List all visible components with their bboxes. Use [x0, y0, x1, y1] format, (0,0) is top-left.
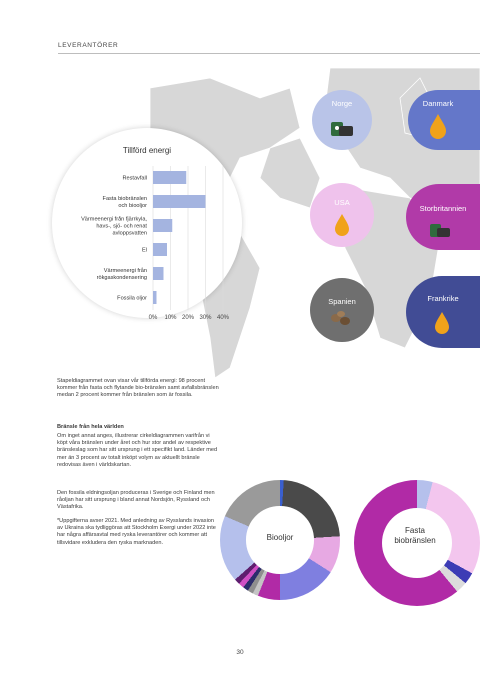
solid-biofuel-label-line-1: Fasta: [404, 526, 425, 535]
country-label: Spanien: [328, 297, 356, 306]
bar: [153, 195, 206, 208]
bar: [153, 267, 164, 280]
country-usa: USA: [310, 183, 374, 247]
header-rule: [58, 53, 480, 54]
energy-bar-chart: Tillförd energi 0% 10% 20% 30% 40% Restavfall F…: [81, 146, 230, 321]
solid-biofuel-label-line-2: biobränslen: [394, 536, 436, 545]
country-label: Storbritannien: [419, 204, 467, 213]
category-label: Värmeenergi från fjärrkyla, havs-, sjö- o…: [81, 216, 147, 237]
x-tick-label: 40%: [217, 315, 230, 321]
bar: [153, 219, 173, 232]
biomass-and-waste-icon: [430, 224, 450, 237]
chart-caption: Stapeldiagrammet ovan visar vår tillförd…: [57, 378, 219, 399]
country-label: USA: [334, 198, 350, 207]
oil-drop-icon: [430, 114, 446, 139]
country-label: Frankrike: [427, 294, 459, 303]
paragraph-3: *Uppgifterna avser 2021. Med anledning a…: [57, 518, 216, 546]
solid-biofuel-donut-chart: [354, 480, 480, 606]
category-label: El: [142, 248, 147, 254]
paragraph-2: Den fossila eldningsoljan produceras i S…: [57, 490, 215, 511]
biomass-and-waste-icon: [331, 122, 353, 136]
section-heading: Bränsle från hela världen: [57, 424, 124, 430]
donut-hole: [246, 506, 314, 574]
category-label: Restavfall: [122, 176, 147, 182]
bar: [153, 243, 167, 256]
country-norway: Norge: [312, 90, 372, 150]
page-number: 30: [236, 649, 244, 656]
oil-drop-icon: [435, 312, 449, 334]
country-spain: Spanien: [310, 278, 374, 342]
biooil-donut-label: Biooljor: [266, 533, 294, 542]
x-tick-label: 20%: [182, 315, 195, 321]
olive-pits-icon: [331, 311, 350, 325]
oil-drop-icon: [335, 214, 349, 236]
section-header: LEVERANTÖRER: [58, 42, 119, 49]
country-label: Danmark: [422, 99, 454, 108]
category-label: Fossila oljor: [117, 296, 147, 302]
bar: [153, 171, 187, 184]
paragraph-1: Om inget annat anges, illustrerar cirkel…: [57, 433, 218, 468]
chart-circle-background: [52, 128, 242, 318]
category-label: Fasta biobränslen och biooljor: [103, 196, 148, 209]
chart-title: Tillförd energi: [123, 146, 171, 155]
biooil-donut-chart: [220, 480, 340, 600]
donut-hole: [381, 507, 453, 579]
country-denmark: Danmark: [408, 90, 480, 150]
country-united-kingdom: Storbritannien: [406, 184, 480, 250]
country-label: Norge: [331, 99, 353, 108]
x-tick-label: 0%: [149, 315, 158, 321]
bar: [153, 291, 157, 304]
solid-biofuel-donut-label: Fasta biobränslen: [380, 526, 450, 546]
x-tick-label: 30%: [199, 315, 212, 321]
category-label: Värmeenergi från rökgaskondensering: [97, 267, 147, 281]
x-tick-label: 10%: [164, 315, 177, 321]
country-france: Frankrike: [406, 276, 480, 348]
